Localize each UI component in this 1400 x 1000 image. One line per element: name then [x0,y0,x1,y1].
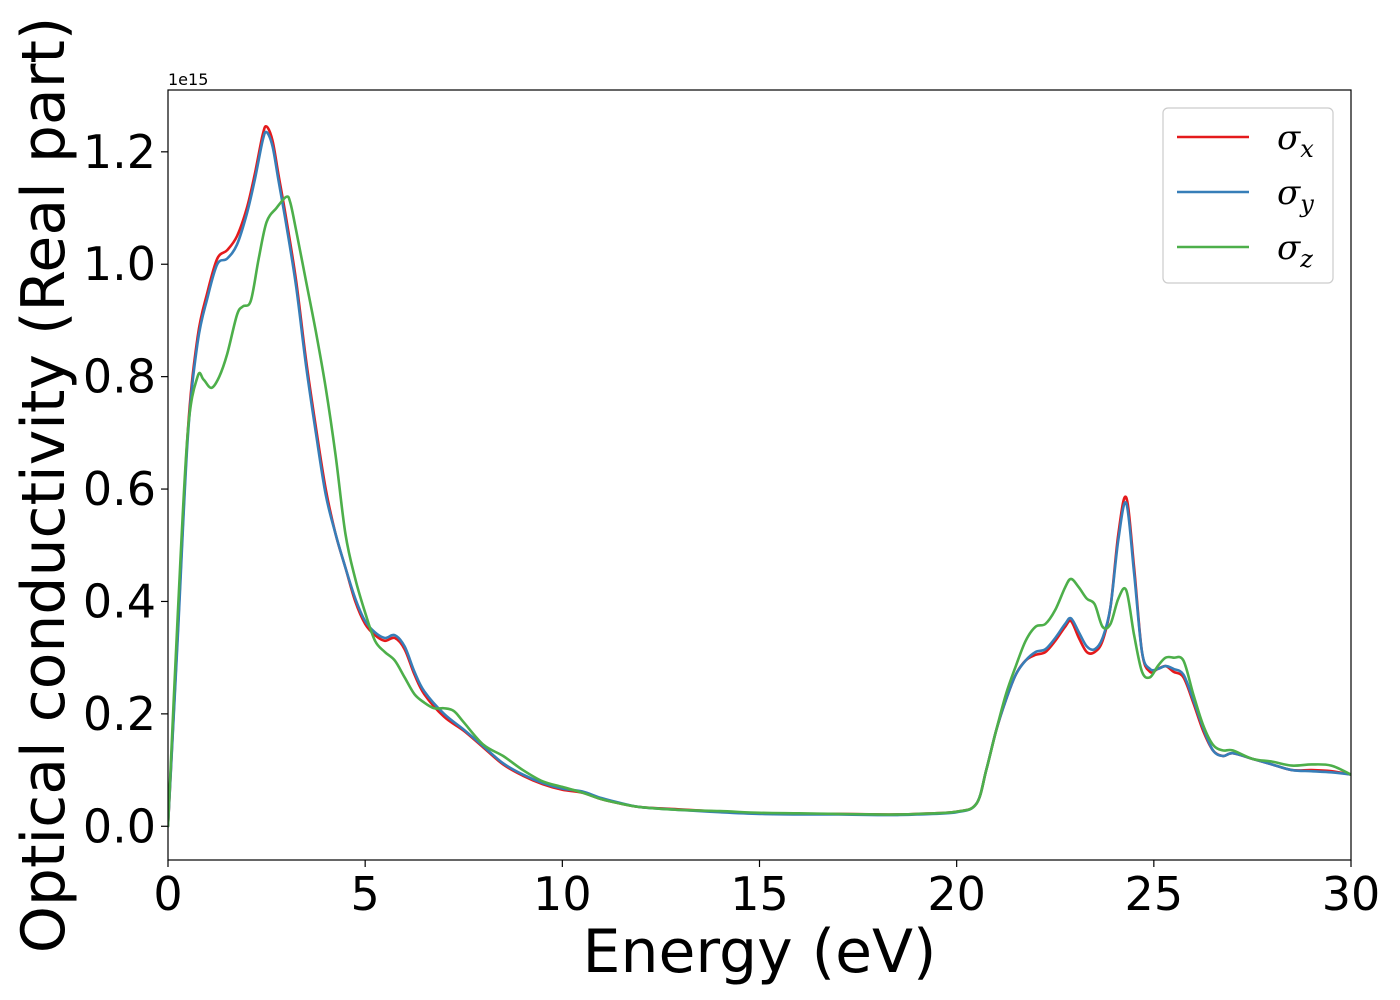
y-tick-label: 0.0 [83,799,156,853]
x-tick-label: 10 [533,867,592,921]
y-tick-label: 0.6 [83,462,156,516]
legend-label-z: σz [1277,228,1313,273]
legend: σx σy σz [1162,107,1334,284]
x-axis-ticks: 0 5 10 15 20 25 30 [153,860,1380,921]
series-layer [168,125,1351,828]
y-axis-title: Optical conductivity (Real part) [9,17,79,954]
x-tick-label: 20 [927,867,986,921]
y-axis-ticks: 0.0 0.2 0.4 0.6 0.8 1.0 1.2 [83,125,168,853]
x-tick-label: 0 [153,867,182,921]
y-tick-label: 0.8 [83,350,156,404]
legend-box [1162,107,1334,284]
y-offset-label: 1e15 [168,70,208,89]
y-tick-label: 1.0 [83,237,156,291]
y-tick-label: 0.2 [83,687,156,741]
legend-label-x: σx [1277,118,1314,163]
x-axis-title: Energy (eV) [583,917,937,987]
x-tick-label: 15 [730,867,789,921]
y-tick-label: 1.2 [83,125,156,179]
x-tick-label: 5 [351,867,380,921]
series-line-z [168,195,1351,828]
y-tick-label: 0.4 [83,574,156,628]
legend-label-y: σy [1277,173,1314,218]
x-tick-label: 30 [1322,867,1381,921]
x-tick-label: 25 [1125,867,1184,921]
